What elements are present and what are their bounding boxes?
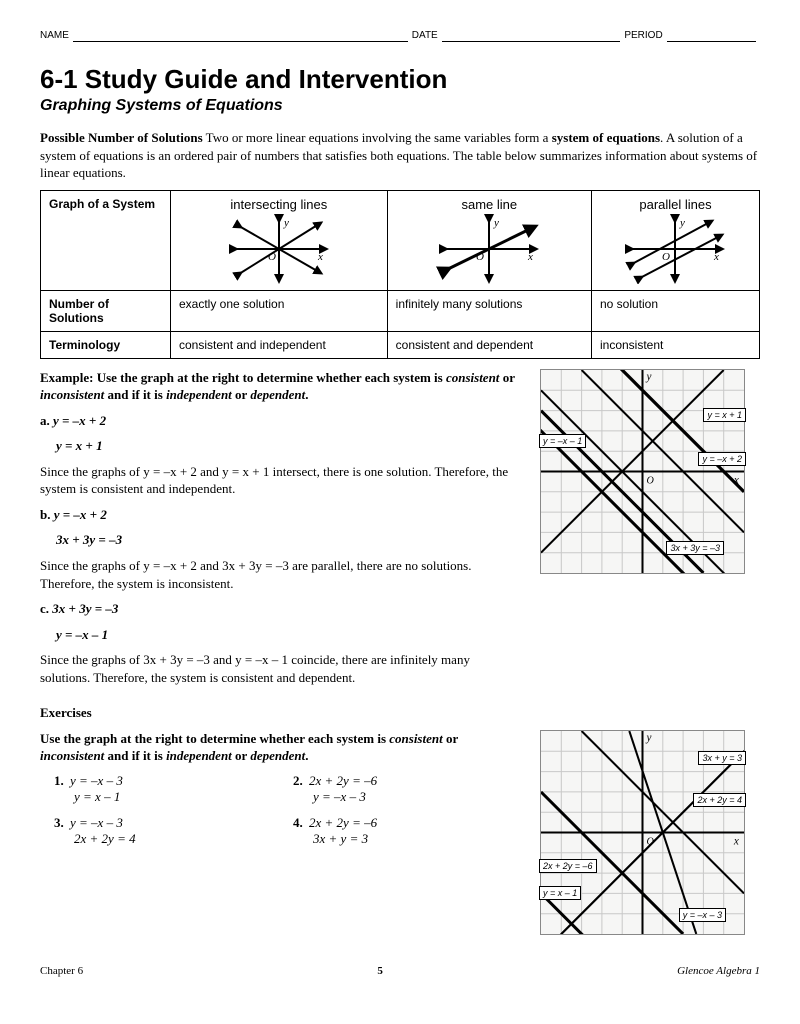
example-c-text: Since the graphs of 3x + 3y = –3 and y =… [40,651,522,686]
example-a-text: Since the graphs of y = –x + 2 and y = x… [40,463,522,498]
example-graph: y x O [540,369,745,574]
exercises-heading: Exercises [40,704,760,722]
svg-text:y: y [646,371,652,383]
date-blank[interactable] [442,30,621,42]
svg-text:y: y [493,217,499,229]
svg-text:y: y [679,217,685,229]
exercises-instructions: Use the graph at the right to determine … [40,730,522,765]
name-blank[interactable] [73,30,408,42]
period-label: PERIOD [624,30,662,42]
svg-text:y: y [283,217,289,229]
exercise-2: 2.2x + 2y = –6 y = –x – 3 [293,773,522,805]
example-b-text: Since the graphs of y = –x + 2 and 3x + … [40,557,522,592]
svg-text:y: y [646,732,652,744]
exercise-4: 4.2x + 2y = –6 3x + y = 3 [293,815,522,847]
intersecting-lines-icon: y x O [224,214,334,284]
intro-term: system of equations [552,130,660,145]
svg-text:O: O [647,475,655,486]
svg-text:O: O [268,251,276,263]
date-label: DATE [412,30,438,42]
row-graph-head: Graph of a System [41,190,171,290]
svg-text:O: O [662,251,670,263]
parallel-lines-icon: y x O [620,214,730,284]
example-instructions: Example: Use the graph at the right to d… [40,369,522,404]
graph2-label-d: y = x – 1 [539,886,581,900]
graph2-label-e: y = –x – 3 [679,908,726,922]
row-terminology-head: Terminology [41,331,171,358]
example-c: c. 3x + 3y = –3 [40,600,522,618]
example-b: b. y = –x + 2 [40,506,522,524]
exercise-3: 3.y = –x – 3 2x + 2y = 4 [54,815,283,847]
intro-paragraph: Possible Number of Solutions Two or more… [40,129,760,182]
systems-table: Graph of a System intersecting lines y x… [40,190,760,359]
same-line-icon: y x O [434,214,544,284]
example-a: a. y = –x + 2 [40,412,522,430]
page-footer: Chapter 6 5 Glencoe Algebra 1 [40,965,760,977]
exercise-1: 1.y = –x – 3 y = x – 1 [54,773,283,805]
graph-label-b: y = –x – 1 [539,434,586,448]
graph-label-c: y = –x + 2 [698,452,746,466]
svg-text:O: O [476,251,484,263]
footer-left: Chapter 6 [40,965,83,977]
footer-right: Glencoe Algebra 1 [677,965,760,977]
name-label: NAME [40,30,69,42]
example-graph-container: y x O [540,369,760,695]
cell-intersecting: intersecting lines y x O [171,190,388,290]
intro-lead: Possible Number of Solutions [40,130,203,145]
graph2-label-c: 2x + 2y = –6 [539,859,597,873]
example-section: Example: Use the graph at the right to d… [40,369,522,695]
svg-text:x: x [733,836,739,848]
page-subtitle: Graphing Systems of Equations [40,97,760,115]
graph2-label-a: 3x + y = 3 [698,751,746,765]
period-blank[interactable] [667,30,756,42]
page-title: 6-1 Study Guide and Intervention [40,64,760,95]
graph-label-d: 3x + 3y = –3 [666,541,724,555]
row-solutions-head: Number of Solutions [41,290,171,331]
cell-parallel: parallel lines y x O [591,190,759,290]
graph-label-a: y = x + 1 [703,408,746,422]
worksheet-header: NAME DATE PERIOD [40,30,760,42]
svg-text:x: x [527,251,533,263]
graph2-label-b: 2x + 2y = 4 [693,793,746,807]
svg-text:x: x [713,251,719,263]
exercises-graph-container: y x O 3x + y = 3 2x + [540,730,760,935]
exercises-section: Use the graph at the right to determine … [40,730,522,935]
footer-page: 5 [377,965,383,977]
exercises-graph: y x O 3x + y = 3 2x + [540,730,745,935]
cell-same-line: same line y x O [387,190,591,290]
svg-text:x: x [317,251,323,263]
